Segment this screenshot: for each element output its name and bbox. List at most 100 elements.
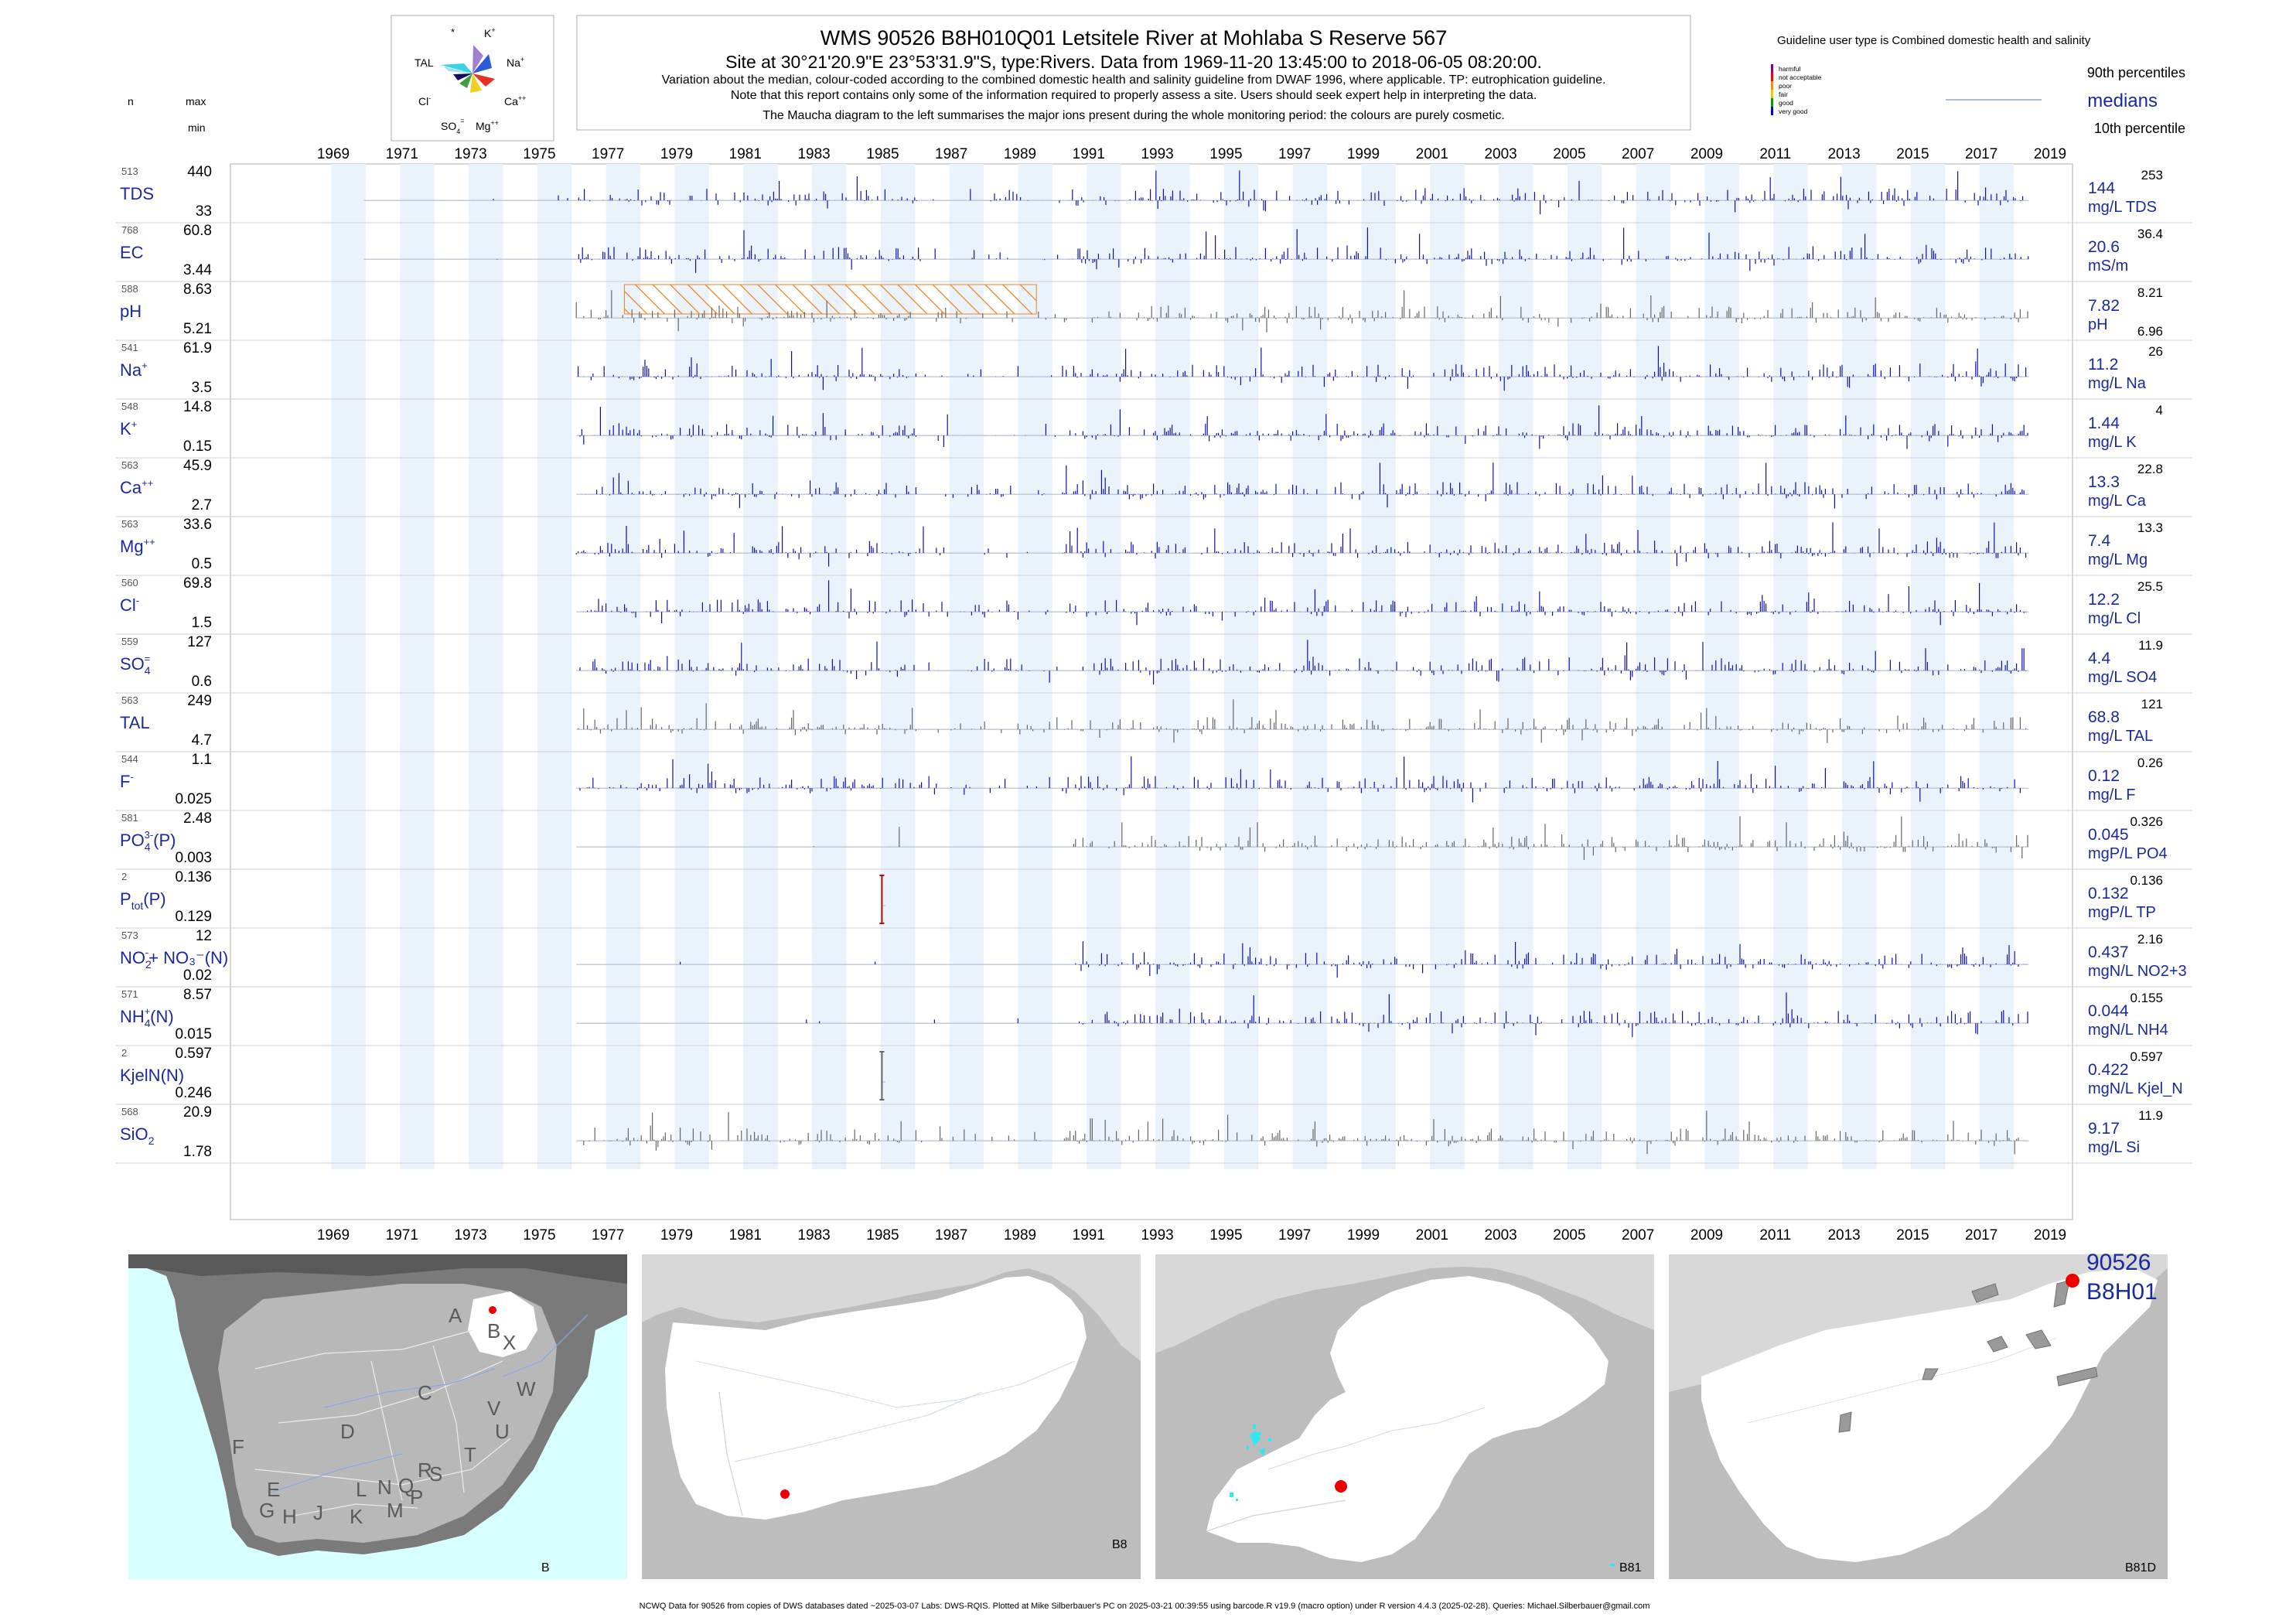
legend-class-swatch (1771, 98, 1773, 107)
year-band (537, 164, 572, 1169)
map-panel-label-2: B8 (1112, 1538, 1128, 1551)
year-label: 2003 (1484, 146, 1516, 162)
maucha-label-na: Na+ (507, 56, 524, 69)
max-value: 61.9 (183, 340, 212, 357)
p90-value: 253 (2141, 168, 2163, 183)
unit-label: mg/L TDS (2088, 199, 2157, 216)
min-value: 0.015 (175, 1026, 212, 1042)
legend-class-label: good (1779, 99, 1793, 107)
max-value: 69.8 (183, 575, 212, 592)
sample-count: 581 (121, 812, 138, 824)
sa-region-label: H (282, 1505, 297, 1528)
median-value: 1.44 (2088, 415, 2120, 432)
year-band (674, 164, 709, 1169)
max-value: 1.1 (192, 752, 212, 768)
footer-note: NCWQ Data for 90526 from copies of DWS d… (640, 1602, 1650, 1611)
sa-region-label: G (259, 1499, 275, 1522)
unit-label: mg/L Cl (2088, 610, 2141, 627)
maucha-label-tal: TAL (415, 56, 434, 69)
year-bands (331, 164, 2015, 1169)
maucha-label-cl: Cl- (418, 94, 431, 107)
year-label: 1987 (935, 146, 967, 162)
median-value: 11.2 (2088, 356, 2118, 374)
p90-value: 13.3 (2137, 520, 2163, 535)
legend-class-label: very good (1779, 107, 1808, 115)
sa-region-label: D (340, 1420, 355, 1443)
parameter-row: 559 127 0.6 SO4= 4.4 mg/L SO4 11.9 (116, 634, 2192, 694)
median-value: 68.8 (2088, 708, 2120, 726)
sample-count: 513 (121, 165, 138, 177)
unit-label: mg/L Mg (2088, 551, 2148, 568)
year-band (1773, 164, 1808, 1169)
year-label: 1985 (866, 146, 899, 162)
maucha-label-so4: SO4= (441, 117, 465, 135)
parameter-row: 513 440 33 TDS 144 mg/L TDS 253 (116, 164, 2192, 223)
max-value: 2.48 (183, 810, 212, 827)
sample-count: 568 (121, 1106, 138, 1117)
unit-label: mg/L TAL (2088, 728, 2153, 745)
year-label: 1993 (1141, 146, 1173, 162)
max-value: 127 (187, 634, 212, 650)
legend-class-swatch (1771, 64, 1773, 73)
year-label: 2011 (1759, 1227, 1791, 1244)
unit-label: mS/m (2088, 258, 2128, 275)
p90-value: 0.597 (2130, 1049, 2163, 1064)
p90-value: 121 (2141, 697, 2163, 711)
maucha-label-k: K+ (484, 26, 496, 39)
year-band (743, 164, 778, 1169)
parameter-row: 2 0.136 0.129 Ptot(P) 0.132 mgP/L TP 0.136 (116, 869, 2192, 929)
p90-value: 4 (2156, 403, 2163, 418)
parameter-row: 563 45.9 2.7 Ca++ 13.3 mg/L Ca 22.8 (116, 458, 2192, 517)
sa-region-label: R (418, 1459, 432, 1482)
year-label: 1999 (1347, 1227, 1380, 1244)
unit-label: mg/L Ca (2088, 493, 2147, 510)
year-label: 1981 (729, 1227, 762, 1244)
sample-count: 559 (121, 636, 138, 647)
year-band (1636, 164, 1671, 1169)
max-value: 249 (187, 693, 212, 709)
sa-region-label: A (449, 1304, 462, 1327)
year-band (1018, 164, 1052, 1169)
year-label: 1993 (1141, 1227, 1173, 1244)
max-value: 440 (187, 164, 212, 180)
median-value: 0.437 (2088, 943, 2129, 961)
year-band (949, 164, 984, 1169)
sa-region-label: N (377, 1476, 392, 1499)
min-value: 3.44 (183, 262, 212, 278)
p90-value: 25.5 (2137, 579, 2163, 594)
median-value: 7.4 (2088, 532, 2111, 550)
deviation-bars (496, 227, 2029, 273)
site-marker-b8 (780, 1489, 790, 1499)
min-value: 0.6 (192, 674, 212, 690)
site-marker-b81 (1335, 1480, 1347, 1493)
sa-region-label: K (350, 1505, 363, 1528)
min-value: 4.7 (192, 732, 212, 749)
year-label: 1987 (935, 1227, 967, 1244)
unit-label: pH (2088, 316, 2108, 333)
year-label: 1995 (1209, 146, 1242, 162)
parameter-row: 768 60.8 3.44 EC 20.6 mS/m 36.4 (116, 223, 2192, 282)
sa-region-label: S (429, 1462, 442, 1486)
max-value: 60.8 (183, 223, 212, 239)
parameter-row: 563 249 4.7 TAL 68.8 mg/L TAL 121 (116, 693, 2192, 752)
year-label: 1979 (660, 1227, 693, 1244)
unit-label: mg/L F (2088, 786, 2136, 803)
map-panel-b81: B81 (1155, 1254, 1654, 1579)
parameter-name: F- (120, 771, 134, 791)
maucha-label-ca: Ca++ (504, 94, 526, 107)
min-value: 1.5 (192, 615, 212, 631)
deviation-bars (575, 522, 2027, 567)
min-value: 0.02 (183, 967, 212, 984)
year-label: 1989 (1004, 146, 1036, 162)
legend-class-label: not acceptable (1779, 73, 1822, 81)
site-line: Site at 30°21'20.9"E 23°53'31.9"S, type:… (725, 52, 1542, 72)
parameter-name: NO2-+ NO₃⁻(N) (120, 947, 228, 971)
unit-label: mgN/L NO2+3 (2088, 963, 2187, 980)
year-label: 1975 (523, 146, 555, 162)
year-label: 1971 (386, 1227, 418, 1244)
p10-value: 6.96 (2137, 324, 2163, 339)
